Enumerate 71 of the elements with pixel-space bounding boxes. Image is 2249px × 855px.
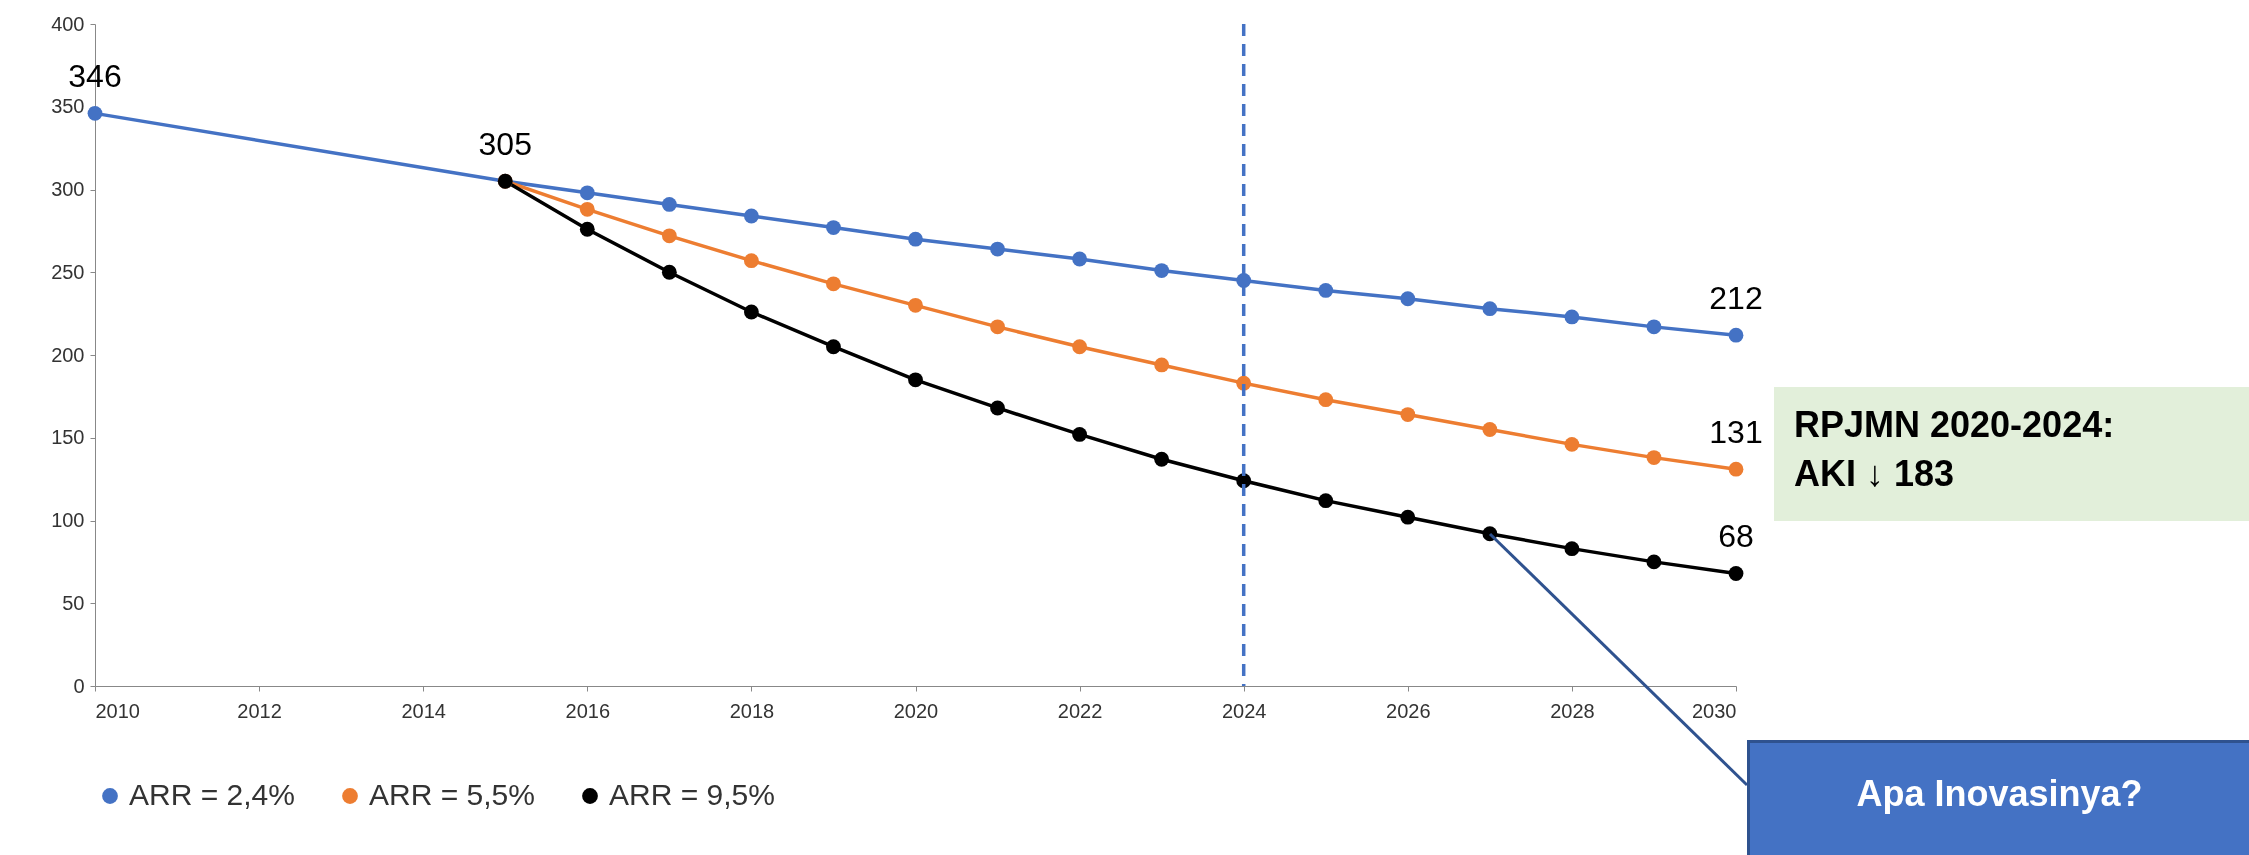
point (1564, 541, 1580, 557)
legend-label: ARR = 2,4% (129, 778, 295, 811)
point (743, 253, 759, 269)
point (579, 185, 595, 201)
point (579, 221, 595, 237)
point (908, 231, 923, 247)
y-tick-label: 200 (51, 343, 85, 366)
point (990, 319, 1005, 335)
point (990, 400, 1005, 416)
point (908, 297, 923, 313)
point (1400, 407, 1416, 422)
x-tick-label: 2028 (1550, 699, 1595, 722)
point (1318, 392, 1334, 408)
point (826, 220, 841, 235)
text: RPJMN 2020-2024: AKI ↓ 183 (1774, 387, 2249, 521)
point (579, 201, 595, 217)
x-tick-label: 2018 (729, 699, 775, 722)
y-tick-label: 50 (62, 591, 85, 614)
point (743, 208, 759, 224)
x-tick-label: 2010 (95, 699, 140, 722)
point (1072, 251, 1088, 267)
data-label: 346 (68, 58, 122, 95)
point (661, 196, 677, 212)
y-tick-label: 350 (51, 95, 85, 118)
point (1728, 461, 1744, 477)
point (826, 339, 841, 355)
x-tick-label: 2012 (237, 699, 282, 722)
y-tick-label: 150 (51, 426, 85, 449)
point (1728, 566, 1744, 581)
y-tick-label: 100 (51, 509, 85, 531)
x-tick-label: 2030 (1692, 699, 1737, 722)
point (1646, 450, 1662, 466)
point (1072, 339, 1088, 355)
x-tick-label: 2022 (1057, 699, 1103, 722)
point (1646, 319, 1662, 335)
x-tick-label: 2014 (401, 699, 446, 722)
point (1318, 493, 1334, 509)
x-tick-label: 2020 (893, 699, 939, 722)
point (743, 304, 759, 320)
point (990, 241, 1005, 257)
point (661, 264, 677, 280)
point (1400, 509, 1416, 525)
y-tick-label: 0 (73, 674, 85, 697)
point (1728, 327, 1744, 343)
point (1154, 263, 1170, 278)
point (1072, 427, 1088, 442)
point (1400, 291, 1416, 307)
x-tick-label: 2026 (1386, 699, 1431, 722)
point (908, 372, 923, 388)
data-label: 131 (1709, 414, 1763, 451)
point (1154, 451, 1170, 467)
point (661, 228, 677, 244)
point (1646, 554, 1662, 570)
x-tick-label: 2016 (565, 699, 611, 722)
point (826, 276, 841, 292)
data-label: 305 (478, 126, 532, 163)
point (87, 105, 103, 121)
point (1318, 283, 1334, 298)
y-tick-label: 400 (51, 12, 85, 35)
point (1564, 309, 1580, 325)
point (1482, 422, 1498, 437)
y-tick-label: 250 (51, 260, 85, 283)
x-tick-label: 2024 (1221, 699, 1267, 722)
point (1482, 301, 1498, 317)
point (1564, 436, 1580, 452)
data-label: 212 (1709, 280, 1763, 317)
legend-label: ARR = 9,5% (609, 778, 775, 811)
data-label: 68 (1718, 518, 1754, 555)
legend-label: ARR = 5,5% (369, 778, 535, 811)
y-tick-label: 300 (51, 178, 85, 200)
point (1154, 357, 1170, 373)
